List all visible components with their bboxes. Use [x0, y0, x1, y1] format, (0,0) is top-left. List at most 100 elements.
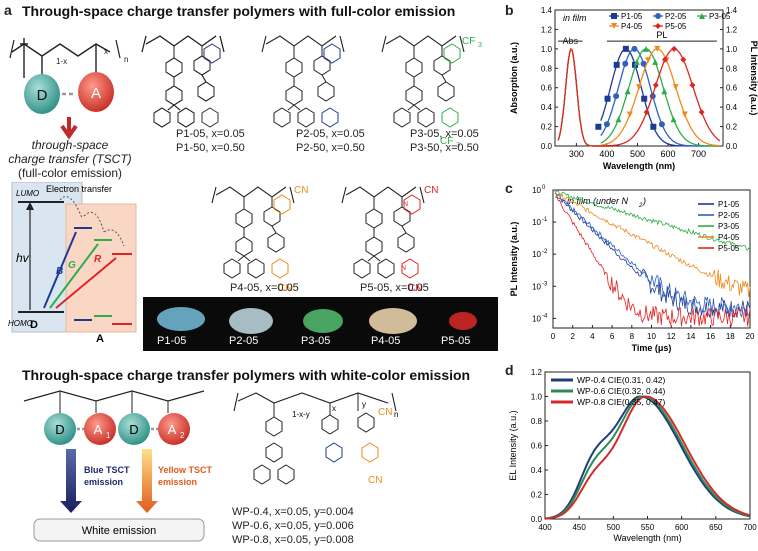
svg-text:CN: CN [424, 185, 438, 196]
photo-label-p3: P3-05 [301, 335, 331, 347]
chart-d-legend-label: WP-0.6 CIE(0.32, 0.44) [577, 386, 666, 396]
chart-b-point-P2-05 [603, 121, 610, 128]
svg-text:N: N [403, 201, 408, 208]
svg-text:Electron transfer: Electron transfer [46, 184, 112, 194]
svg-text:A: A [96, 333, 104, 345]
chart-b-point-P5-05 [671, 45, 678, 52]
chart-b-point-P1-05 [632, 61, 639, 68]
chart-b-xtick-label: 500 [630, 149, 645, 159]
wp-labels: WP-0.4, x=0.05, y=0.004 WP-0.6, x=0.05, … [232, 506, 354, 546]
chart-c-xtick-label: 6 [610, 332, 615, 341]
svg-text:x: x [104, 47, 108, 56]
svg-text:HOMO: HOMO [8, 319, 33, 328]
energy-diagram: LUMO HOMO hv Electron transfer B G R D A [8, 182, 137, 345]
chart-d-line-WP-0.8 [544, 395, 751, 520]
chart-d-ytick-label: 0.6 [531, 442, 543, 451]
panel-d-label: d [505, 362, 514, 378]
chart-b-legend-marker [655, 13, 661, 19]
polymer-label-p3: P3-05, x=0.05 P3-50, x=0.50 [410, 128, 479, 154]
svg-text:CN: CN [278, 283, 292, 294]
chart-d-xtick-label: 550 [641, 523, 655, 532]
chart-b-point-P3-05 [633, 58, 640, 65]
chart-b-point-P1-05 [595, 123, 602, 130]
chart-b-legend-label: P1-05 [621, 12, 643, 21]
chart-b-ytick-label: 0.6 [541, 84, 553, 93]
chart-c-legend-label: P4-05 [718, 233, 740, 242]
photo-label-p4: P4-05 [371, 335, 401, 347]
chart-b-ytick-label: 0.4 [541, 103, 553, 112]
chart-b-ylabel-left: Absorption (a.u.) [509, 42, 519, 114]
chart-b-ytick-label-right: 0.0 [726, 142, 738, 151]
chart-b-point-P3-05 [643, 45, 650, 52]
chart-b-point-P4-05 [672, 84, 679, 91]
chart-b-ytick-label-right: 1.2 [726, 25, 738, 34]
svg-text:x: x [332, 404, 336, 413]
acceptor-ellipse [78, 72, 114, 112]
chart-c-ytick-label: 10 [532, 186, 541, 195]
svg-text:D: D [30, 319, 38, 331]
chart-b-point-P1-05 [641, 95, 648, 102]
tsct-line1: through-space [31, 138, 109, 152]
svg-text:CN: CN [408, 283, 422, 294]
polymer-p4-p5: CN CN CN CN N N [211, 185, 438, 294]
svg-text:D: D [55, 422, 64, 437]
chart-c-annotation-sub: 2 [638, 203, 643, 209]
chart-c-line-P5-05 [554, 196, 751, 327]
chart-c-xtick-label: 20 [746, 332, 755, 341]
svg-text:CF: CF [462, 36, 475, 47]
svg-text:A: A [94, 422, 103, 437]
chart-b-point-P2-05 [631, 45, 638, 52]
svg-text:CN: CN [368, 475, 382, 486]
polymer-label-p5: P5-05, x=0.05 [360, 282, 429, 294]
chart-b-point-P4-05 [654, 45, 661, 52]
chart-c-ytick-label: 10 [532, 218, 541, 227]
chart-c-xtick-label: 12 [667, 332, 676, 341]
chart-c-xlabel: Time (μs) [632, 343, 672, 353]
chart-b-ytick-label-right: 0.6 [726, 84, 738, 93]
emission-photo-strip: P1-05 P2-05 P3-05 P4-05 P5-05 [143, 297, 498, 351]
chart-b-xtick-label: 400 [599, 149, 614, 159]
chart-b-pl-line-P3-05 [600, 48, 720, 147]
chart-d-ytick-label: 0.0 [531, 515, 543, 524]
chart-c-legend-label: P2-05 [718, 211, 740, 220]
chart-b-legend-label: P4-05 [621, 22, 643, 31]
chart-b-ytick-label-right: 0.2 [726, 123, 738, 132]
photo-p5 [449, 312, 477, 330]
svg-text:Yellow TSCT: Yellow TSCT [158, 465, 213, 475]
tsct-line2: charge transfer (TSCT) [8, 152, 132, 166]
chart-c-xtick-label: 2 [570, 332, 575, 341]
chart-b-ytick-label: 1.4 [541, 6, 553, 15]
chart-b-legend-marker [699, 13, 705, 19]
chart-c-line-P4-05 [554, 190, 751, 298]
tsct-line3: (full-color emission) [17, 166, 123, 180]
chart-c-xtick-label: 14 [686, 332, 695, 341]
chart-b-pl-line-P2-05 [600, 48, 720, 147]
chart-d-legend-label: WP-0.8 CIE(0.35, 0.47) [577, 397, 666, 407]
chart-b-point-P2-05 [640, 60, 647, 67]
chart-b-legend-label: P2-05 [665, 12, 687, 21]
svg-text:3: 3 [456, 142, 460, 149]
tsct-scheme: D A 1-x x n [9, 38, 128, 140]
chart-b-ytick-label-right: 0.4 [726, 103, 738, 112]
chart-c-ytick-exp: -2 [542, 249, 548, 255]
chart-b-ytick-label-right: 1.4 [726, 6, 738, 15]
chart-b-point-P1-05 [613, 61, 620, 68]
full-color-title: Through-space charge transfer polymers w… [22, 3, 456, 19]
svg-text:B: B [56, 266, 63, 277]
chart-c-ytick-exp: -3 [542, 281, 548, 287]
chart-d-ytick-label: 1.2 [531, 368, 543, 377]
chart-b-point-P2-05 [622, 60, 629, 67]
chart-b-point-P4-05 [636, 84, 642, 91]
chart-d-ytick-label: 1.0 [531, 393, 543, 402]
photo-label-p1: P1-05 [157, 335, 187, 347]
svg-text:3: 3 [478, 42, 482, 49]
chart-c-xtick-label: 16 [706, 332, 715, 341]
polymer-p1-p3: CF 3 CF 3 [141, 35, 482, 149]
chart-c-xtick-label: 4 [590, 332, 595, 341]
chart-d-ytick-label: 0.8 [531, 417, 543, 426]
svg-text:CF: CF [440, 136, 453, 147]
chart-c-ytick-exp: -4 [542, 313, 548, 319]
chart-b-point-P1-05 [604, 95, 611, 102]
chart-c-legend-label: P5-05 [718, 244, 740, 253]
chart-c-ytick-label: 10 [532, 250, 541, 259]
